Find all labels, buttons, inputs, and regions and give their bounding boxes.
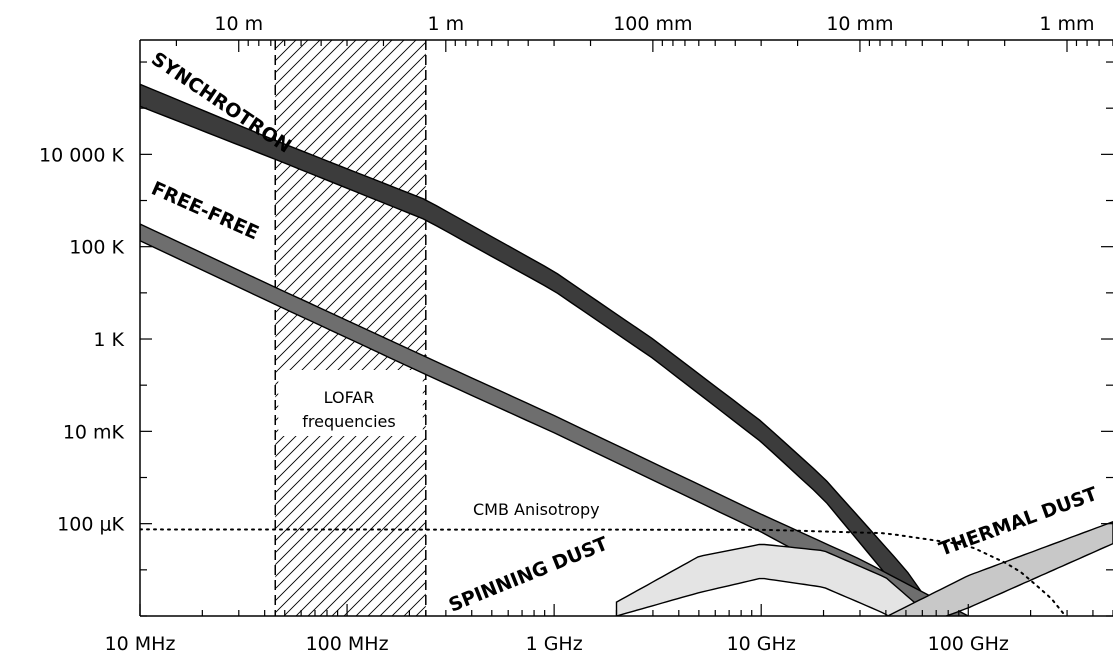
- y-tick-label: 10 mK: [63, 421, 125, 443]
- y-tick-label: 100 μK: [57, 514, 124, 536]
- cmb-anisotropy-label: CMB Anisotropy: [473, 500, 600, 519]
- thermal-dust-band: [886, 521, 1113, 616]
- axis-ticks: [139, 40, 1113, 617]
- top-tick-label: 10 mm: [826, 13, 893, 35]
- lofar-label-line1: LOFAR: [324, 388, 375, 407]
- x-tick-label: 1 GHz: [526, 633, 583, 655]
- top-tick-label: 1 mm: [1039, 13, 1094, 35]
- lofar-region: [274, 40, 427, 616]
- lofar-label-line2: frequencies: [302, 412, 395, 431]
- emission-bands: [140, 83, 1113, 616]
- spinning-dust-label: SPINNING DUST: [446, 533, 611, 617]
- y-tick-label: 10 000 K: [39, 144, 125, 166]
- free-free-label: FREE-FREE: [148, 177, 262, 244]
- x-tick-label: 10 GHz: [727, 633, 796, 655]
- x-tick-label: 100 GHz: [928, 633, 1009, 655]
- synchrotron-band: [140, 83, 940, 616]
- plot-frame: [139, 39, 1113, 617]
- cmb-anisotropy-line: [140, 528, 1067, 616]
- top-tick-label: 100 mm: [613, 13, 692, 35]
- spinning-dust-band: [615, 543, 923, 616]
- x-tick-label: 10 MHz: [105, 633, 176, 655]
- cmb-anisotropy-curve: [140, 528, 1067, 616]
- top-tick-label: 10 m: [214, 13, 263, 35]
- axis-tick-labels: 10 MHz 100 MHz 1 GHz 10 GHz 100 GHz 10 m 1 m 10…: [39, 13, 1095, 655]
- lofar-label-bg: [278, 370, 423, 436]
- x-tick-label: 100 MHz: [306, 633, 389, 655]
- free-free-band: [140, 223, 969, 616]
- y-tick-label: 1 K: [93, 329, 124, 351]
- y-tick-label: 100 K: [69, 237, 124, 259]
- top-tick-label: 1 m: [427, 13, 464, 35]
